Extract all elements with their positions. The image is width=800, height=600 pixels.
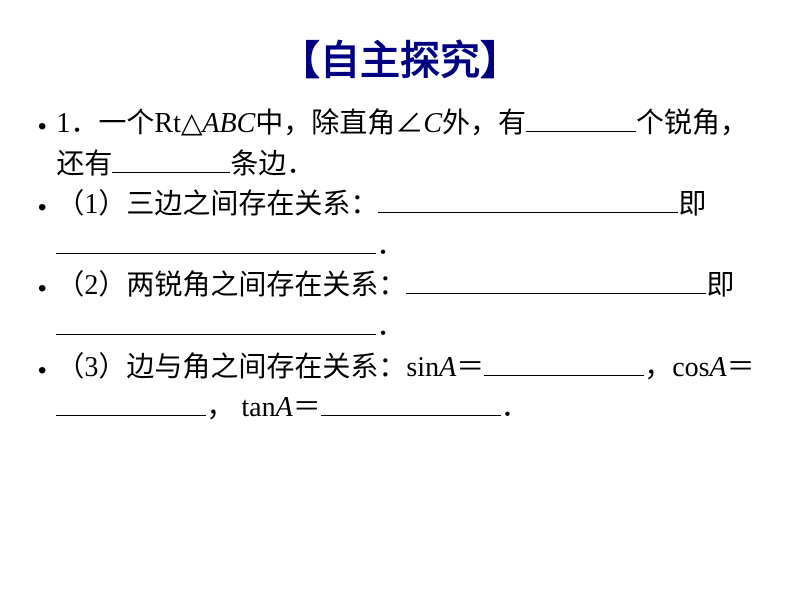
blank-angles-relation-2	[56, 307, 376, 335]
sub-1-text: （1）三边之间存在关系： 即 ．	[56, 185, 770, 266]
blank-tana	[321, 388, 501, 416]
bullet-icon: •	[38, 185, 56, 226]
text-fragment: ，cos	[644, 352, 709, 383]
text-eq: ＝	[727, 352, 755, 383]
text-fragment: ， tan	[206, 392, 275, 423]
text-fragment: 1．一个Rt△	[56, 108, 202, 139]
text-fragment: 中，除直角∠	[255, 108, 423, 139]
text-fragment: （1）三边之间存在关系：	[56, 189, 378, 220]
text-fragment: （3）边与角之间存在关系：sin	[56, 352, 439, 383]
bullet-icon: •	[38, 266, 56, 307]
blank-side-count	[112, 145, 230, 173]
blank-sides-relation-1	[378, 185, 678, 213]
bullet-icon: •	[38, 348, 56, 389]
text-fragment: ．	[376, 311, 404, 342]
var-abc: ABC	[202, 108, 255, 139]
bullet-icon: •	[38, 104, 56, 145]
blank-sides-relation-2	[56, 226, 376, 254]
text-fragment: 即	[706, 270, 734, 301]
text-fragment: （2）两锐角之间存在关系：	[56, 270, 406, 301]
text-fragment: 外，有	[442, 108, 526, 139]
text-eq: ＝	[293, 392, 321, 423]
sub-3-text: （3）边与角之间存在关系：sinA＝，cosA＝， tanA＝．	[56, 348, 770, 429]
sub-3: • （3）边与角之间存在关系：sinA＝，cosA＝， tanA＝．	[38, 348, 770, 429]
blank-sina	[484, 348, 644, 376]
slide-title: 【自主探究】	[0, 0, 800, 104]
var-c: C	[423, 108, 442, 139]
var-a: A	[439, 352, 456, 383]
blank-acute-count	[526, 104, 636, 132]
text-fragment: 条边．	[230, 149, 314, 180]
blank-angles-relation-1	[406, 266, 706, 294]
item-1: • 1．一个Rt△ABC中，除直角∠C外，有个锐角，还有条边．	[38, 104, 770, 185]
text-fragment: ．	[376, 230, 404, 261]
item-1-text: 1．一个Rt△ABC中，除直角∠C外，有个锐角，还有条边．	[56, 104, 770, 185]
text-fragment: 即	[678, 189, 706, 220]
title-text: 【自主探究】	[280, 38, 520, 83]
text-fragment: ．	[501, 392, 529, 423]
text-eq: ＝	[456, 352, 484, 383]
blank-cosa	[56, 388, 206, 416]
var-a: A	[710, 352, 727, 383]
var-a: A	[276, 392, 293, 423]
sub-2-text: （2）两锐角之间存在关系： 即 ．	[56, 266, 770, 347]
sub-2: • （2）两锐角之间存在关系： 即 ．	[38, 266, 770, 347]
content-area: • 1．一个Rt△ABC中，除直角∠C外，有个锐角，还有条边． • （1）三边之…	[0, 104, 800, 429]
sub-1: • （1）三边之间存在关系： 即 ．	[38, 185, 770, 266]
